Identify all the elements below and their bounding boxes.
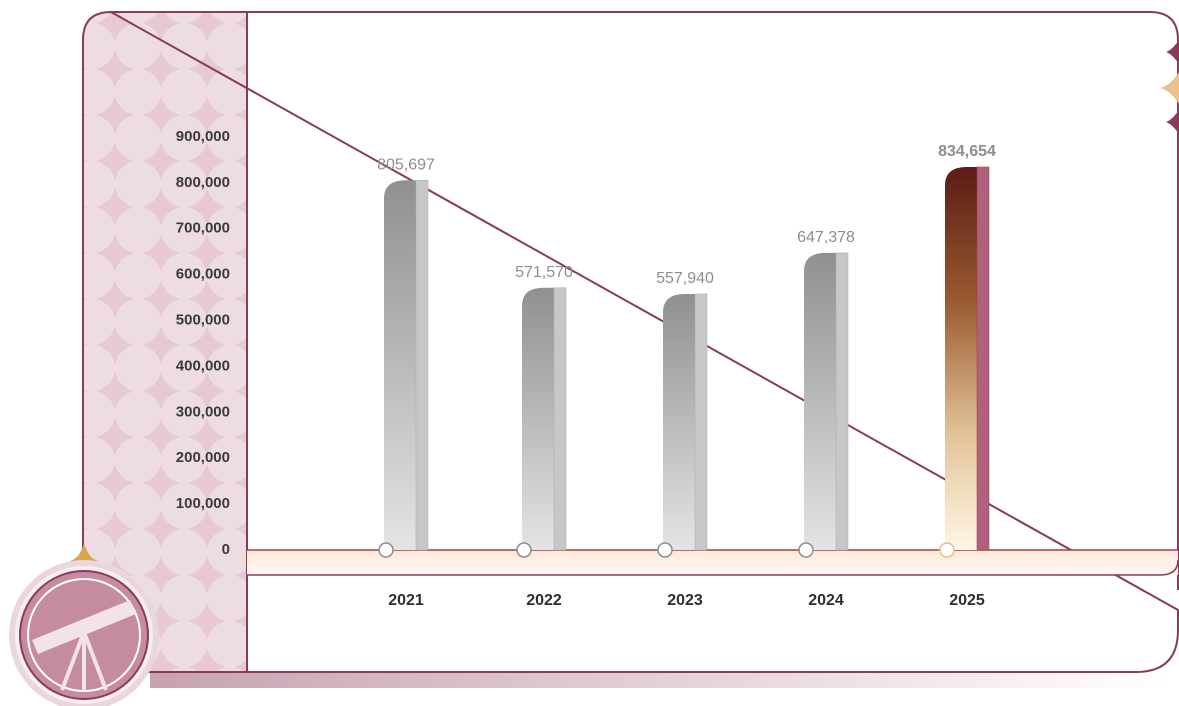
x-tick-label: 2022 (526, 592, 562, 609)
y-tick-label: 600,000 (176, 266, 230, 283)
y-tick-label: 500,000 (176, 312, 230, 329)
bar-side (694, 293, 708, 551)
value-label: 557,940 (656, 270, 714, 287)
bar (522, 287, 554, 550)
value-label: 647,378 (797, 229, 855, 246)
bar-side (553, 287, 567, 551)
y-tick-label: 300,000 (176, 403, 230, 420)
bar-side (415, 180, 429, 551)
x-tick-label: 2024 (808, 592, 844, 609)
base-dot (378, 542, 394, 558)
bar (384, 180, 416, 550)
side-panel (83, 12, 247, 672)
y-tick-label: 200,000 (176, 449, 230, 466)
base-dot (657, 542, 673, 558)
value-label: 834,654 (938, 143, 996, 160)
y-tick-label: 900,000 (176, 128, 230, 145)
y-tick-label: 0 (222, 541, 230, 558)
x-tick-label: 2023 (667, 592, 703, 609)
value-label: 571,570 (515, 264, 573, 281)
footer-strip (150, 672, 1170, 688)
base-dot (939, 542, 955, 558)
band-border (247, 559, 1179, 576)
x-tick-label: 2021 (388, 592, 424, 609)
bar-side (976, 166, 990, 551)
value-label: 805,697 (377, 156, 435, 173)
base-dot (798, 542, 814, 558)
y-tick-label: 700,000 (176, 220, 230, 237)
y-tick-label: 400,000 (176, 357, 230, 374)
x-tick-label: 2025 (949, 592, 985, 609)
bar (663, 293, 695, 550)
bar (804, 252, 836, 551)
bar (945, 166, 977, 550)
y-tick-label: 800,000 (176, 174, 230, 191)
y-tick-label: 100,000 (176, 495, 230, 512)
base-dot (516, 542, 532, 558)
bar-side (835, 252, 849, 551)
telescope-badge (9, 560, 159, 706)
